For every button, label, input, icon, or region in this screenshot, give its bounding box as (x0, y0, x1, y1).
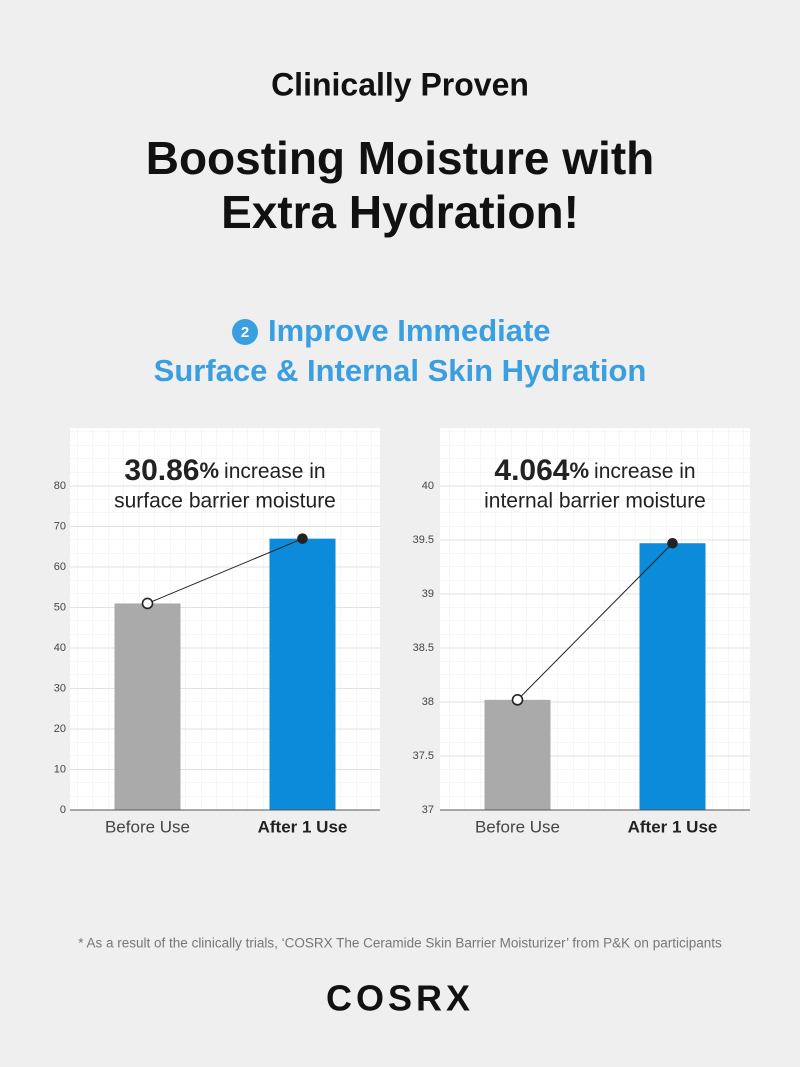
annotation: surface barrier moisture (114, 490, 336, 513)
point (511, 694, 524, 706)
y-tick-label: 40 (422, 480, 434, 492)
bar (114, 603, 181, 810)
annotation-unit: % (569, 458, 589, 483)
point (297, 533, 308, 544)
title: Extra Hydration! (221, 186, 579, 238)
x-tick-label: After 1 Use (628, 817, 718, 836)
x-tick-label: After 1 Use (258, 817, 348, 836)
y-tick-label: 37 (422, 804, 434, 816)
trend-line (517, 542, 673, 701)
annotation-text: increase in (594, 460, 696, 483)
y-tick-label: 37.5 (413, 750, 434, 762)
y-tick-label: 50 (54, 601, 66, 613)
annotation-text: increase in (224, 460, 326, 483)
y-tick-label: 0 (60, 804, 66, 816)
brand: COSRX (326, 978, 474, 1019)
trend-line (147, 538, 303, 604)
kicker: Clinically Proven (271, 66, 529, 102)
y-tick-label: 38.5 (413, 642, 434, 654)
point (141, 597, 154, 610)
title: Boosting Moisture with (146, 132, 655, 184)
annotation-unit: % (199, 458, 219, 483)
y-tick-label: 30 (54, 682, 66, 694)
bar (269, 538, 336, 810)
annotation: internal barrier moisture (484, 490, 706, 513)
y-tick-label: 40 (54, 642, 66, 654)
point (667, 537, 678, 549)
y-tick-label: 70 (54, 520, 66, 532)
annotation: 4.064% increase in (494, 454, 695, 487)
bar (484, 699, 551, 810)
annotation-figure: 30.86 (124, 454, 199, 487)
y-tick-label: 60 (54, 561, 66, 573)
subtitle: Improve Immediate (268, 313, 551, 348)
badge: 2 (241, 324, 249, 341)
subtitle: Surface & Internal Skin Hydration (154, 353, 647, 388)
x-tick-label: Before Use (105, 817, 190, 836)
annotation: 30.86% increase in (124, 454, 325, 487)
y-tick-label: 38 (422, 696, 434, 708)
badge-circle (232, 319, 258, 345)
y-tick-label: 80 (54, 480, 66, 492)
y-tick-label: 10 (54, 763, 66, 775)
annotation-figure: 4.064 (494, 454, 569, 487)
y-tick-label: 20 (54, 723, 66, 735)
footnote: * As a result of the clinically trials, … (78, 936, 722, 951)
y-tick-label: 39.5 (413, 534, 434, 546)
bar (639, 543, 706, 810)
x-tick-label: Before Use (475, 817, 560, 836)
y-tick-label: 39 (422, 588, 434, 600)
